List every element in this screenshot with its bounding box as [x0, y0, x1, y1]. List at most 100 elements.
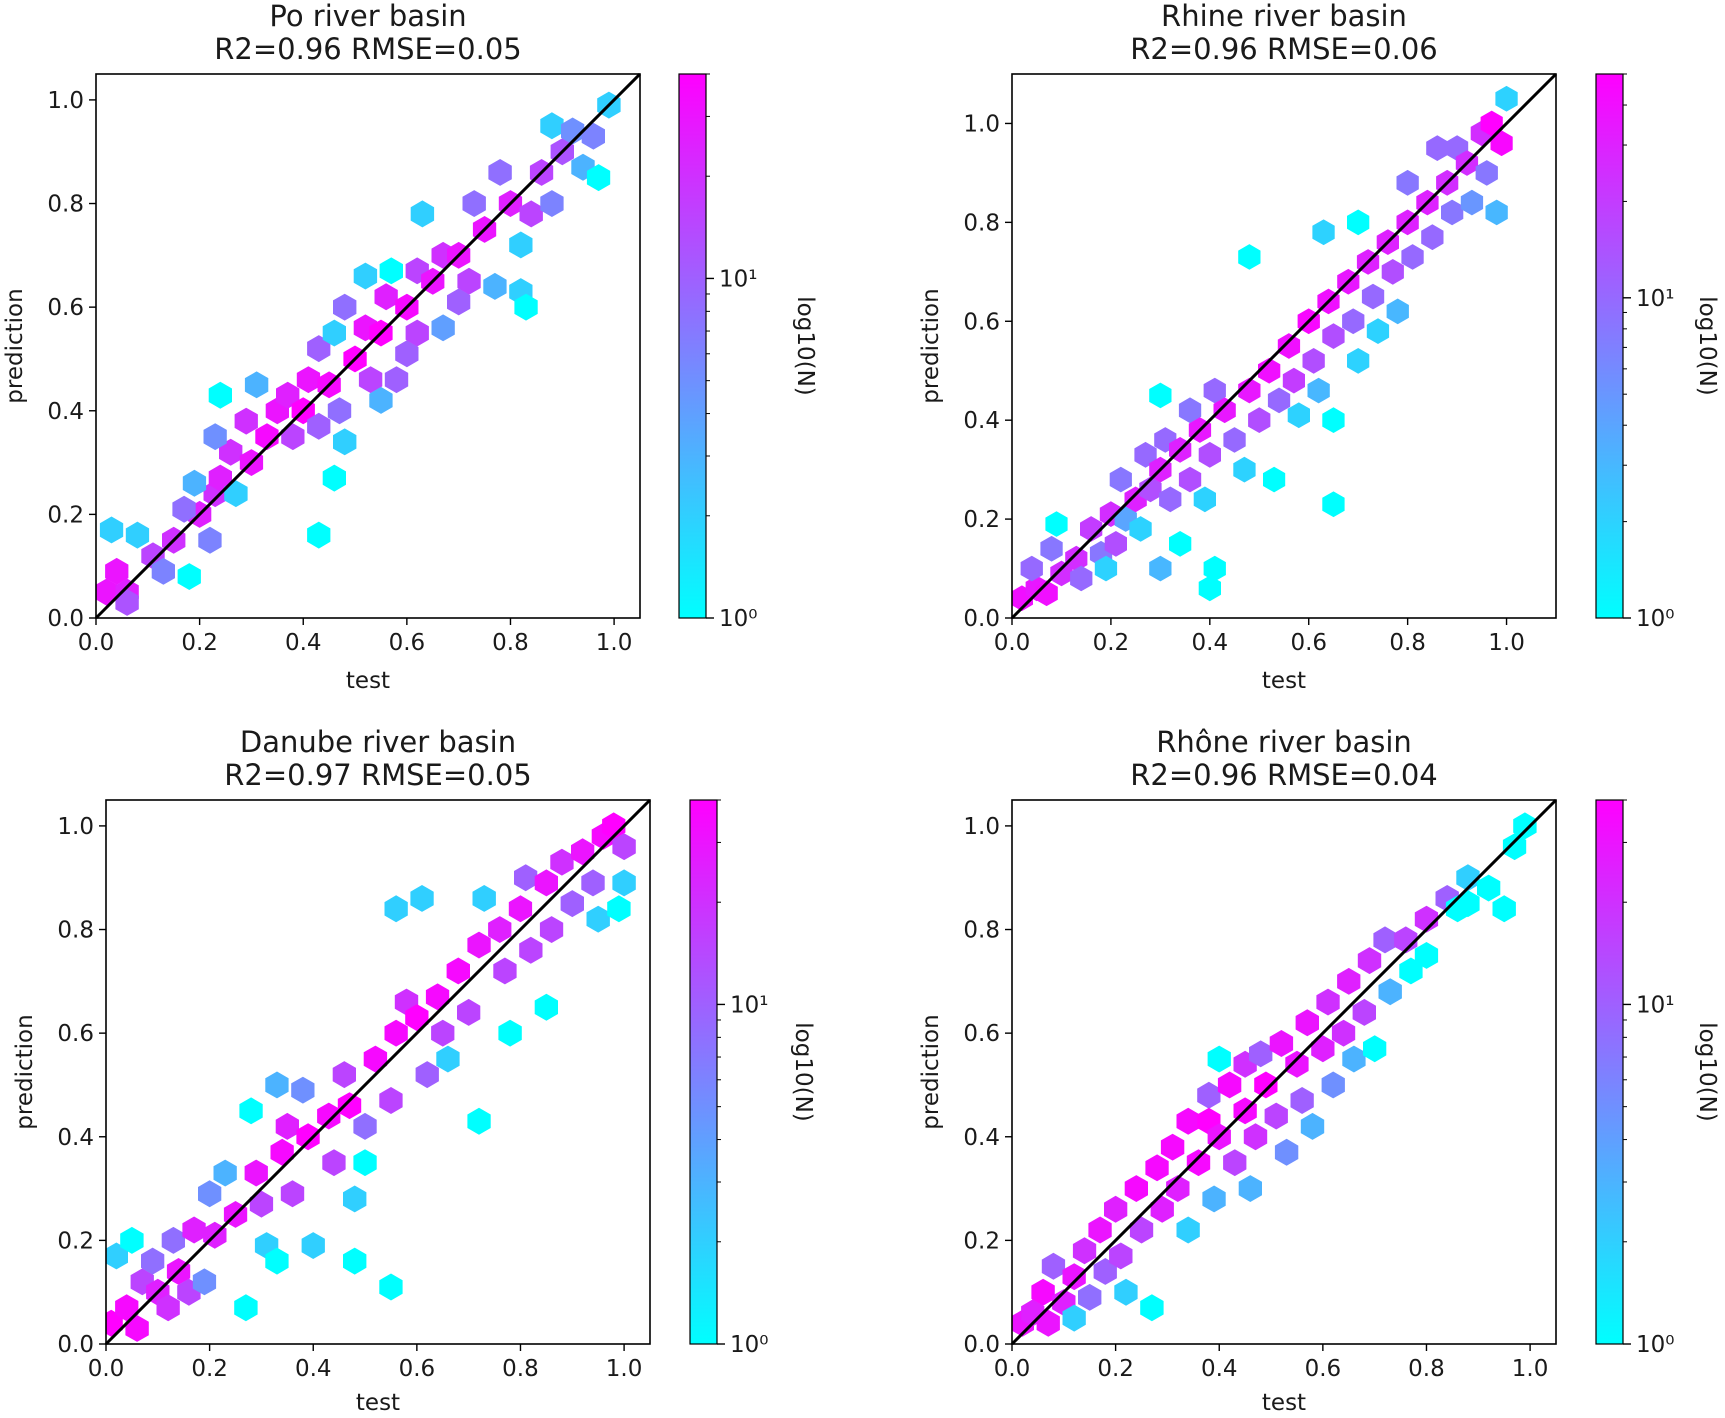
- hexbin-cell: [1197, 1081, 1221, 1109]
- panel-danube: Danube river basin R2=0.97 RMSE=0.05 0.0…: [12, 725, 816, 1416]
- y-tick-label: 0.0: [963, 1332, 1000, 1358]
- hexbin-cell: [1441, 199, 1464, 226]
- chart-title: Danube river basin: [240, 725, 516, 759]
- hexbin-cell: [571, 838, 595, 866]
- hexbin-cell: [1109, 466, 1132, 493]
- hexbin-cell: [99, 516, 124, 544]
- hexbin-cell: [322, 1149, 346, 1177]
- hexbin-cell: [1145, 1154, 1169, 1182]
- hexbin-cell: [1088, 1216, 1112, 1244]
- x-tick-label: 0.2: [1093, 630, 1130, 656]
- y-tick-label: 0.4: [47, 399, 84, 425]
- hexbin-cell: [1149, 555, 1172, 582]
- chart-subtitle: R2=0.97 RMSE=0.05: [224, 758, 531, 792]
- colorbar-tick-label: 10⁰: [1636, 606, 1675, 632]
- hexbin-cell: [1104, 531, 1127, 557]
- hexbin-cell: [1386, 298, 1409, 325]
- x-tick-label: 1.0: [1512, 1356, 1549, 1382]
- y-tick-label: 0.4: [963, 408, 1000, 434]
- hexbin-cell: [431, 314, 455, 342]
- y-tick-label: 0.6: [47, 295, 84, 321]
- hexbin-cell: [508, 895, 533, 923]
- hexbin-cell: [322, 464, 346, 492]
- hexbin-cell: [1217, 1071, 1242, 1099]
- hexbin-cell: [607, 895, 631, 923]
- x-axis-label: test: [356, 1390, 400, 1416]
- hexbin-cell: [1331, 1019, 1356, 1047]
- hexbin-cell: [1178, 466, 1202, 493]
- hexbin-cell: [1134, 441, 1157, 468]
- hexbin-cell: [1248, 407, 1271, 433]
- hexbin-cell: [307, 335, 331, 363]
- y-axis-label: prediction: [2, 288, 28, 403]
- hexbin-cell: [457, 267, 481, 295]
- hexbin-cell: [307, 412, 331, 440]
- hexbin-cell: [405, 319, 429, 347]
- hexbin-cell: [1357, 947, 1382, 975]
- x-tick-label: 0.4: [1192, 630, 1229, 656]
- hexbin-cell: [353, 262, 378, 290]
- x-tick-label: 0.0: [994, 630, 1031, 656]
- hexbin-cell: [281, 423, 305, 451]
- y-tick-label: 1.0: [57, 814, 94, 840]
- hexbin-cell: [1072, 1237, 1097, 1265]
- hexbin-cell: [182, 469, 207, 497]
- hexbin-cell: [405, 1004, 429, 1032]
- x-tick-label: 1.0: [606, 1356, 643, 1382]
- y-tick-label: 0.2: [57, 1228, 94, 1254]
- hexbin-cell: [540, 190, 564, 217]
- hexbin-cell: [1347, 209, 1370, 236]
- hexbin-cell: [1050, 560, 1073, 587]
- hexbin-cell: [1287, 402, 1310, 429]
- hexbin-cell: [1109, 1242, 1133, 1270]
- hexbin-cell: [280, 1180, 305, 1208]
- hexbin-cell: [265, 1247, 289, 1275]
- hexbin-cell: [255, 423, 279, 451]
- hexbin-cell: [1381, 259, 1404, 285]
- hexbin-cell: [1203, 555, 1226, 582]
- hexbin-cell: [1307, 377, 1330, 404]
- hexbin-cell: [177, 563, 201, 590]
- hexbin-cell: [1477, 874, 1501, 902]
- hexbin-cell: [1322, 323, 1345, 349]
- hexbin-cell: [1322, 491, 1345, 518]
- x-tick-label: 0.4: [1201, 1356, 1238, 1382]
- x-tick-label: 0.8: [1408, 1356, 1445, 1382]
- colorbar-tick-label: 10¹: [1636, 992, 1675, 1018]
- hexbin-cell: [1492, 895, 1516, 923]
- hexbin-cell: [96, 578, 118, 606]
- hexbin-cell: [353, 1149, 377, 1177]
- hexbin-cell: [1399, 957, 1423, 985]
- y-tick-label: 0.8: [57, 918, 94, 944]
- hexbin-cell: [410, 885, 434, 912]
- hexbin-cell: [1207, 1045, 1231, 1073]
- hexbin-cell: [332, 1061, 356, 1089]
- hexbin-cell: [363, 1045, 388, 1073]
- hexbin-cell: [337, 1092, 362, 1120]
- hexbin-cell: [1176, 1107, 1200, 1135]
- hexbin-cell: [1352, 998, 1376, 1026]
- plot-frame: [105, 799, 651, 1345]
- hexbin-cell: [1203, 377, 1226, 404]
- hexbin-cell: [1290, 1087, 1314, 1114]
- hexbin-cell: [1238, 1175, 1262, 1202]
- hexbin-cell: [467, 931, 491, 959]
- chart-title: Rhine river basin: [1161, 0, 1407, 33]
- hexbin-cell: [239, 1097, 263, 1125]
- hexbin-cell: [483, 272, 507, 300]
- chart-title: Po river basin: [269, 0, 466, 33]
- x-tick-label: 0.6: [1305, 1356, 1342, 1382]
- hexbin-cell: [1166, 1175, 1190, 1202]
- hexbin-cell: [472, 885, 496, 912]
- hexbin-cell: [1198, 575, 1221, 602]
- hexbin-cell: [1249, 1040, 1273, 1068]
- hexbin-cell: [1213, 397, 1236, 424]
- y-tick-label: 0.8: [47, 192, 84, 218]
- axis-ticks: 0.0 0.2 0.4 0.6 0.8 1.0 0.0 0.2 0.4 0.6 0.8 1.0: [963, 111, 1524, 656]
- hexbin-cell: [581, 869, 605, 897]
- hexbin-cell: [1124, 1175, 1148, 1202]
- x-axis-label: test: [1262, 1390, 1306, 1416]
- colorbar: [1595, 73, 1624, 619]
- hexbin-cell: [436, 1045, 460, 1073]
